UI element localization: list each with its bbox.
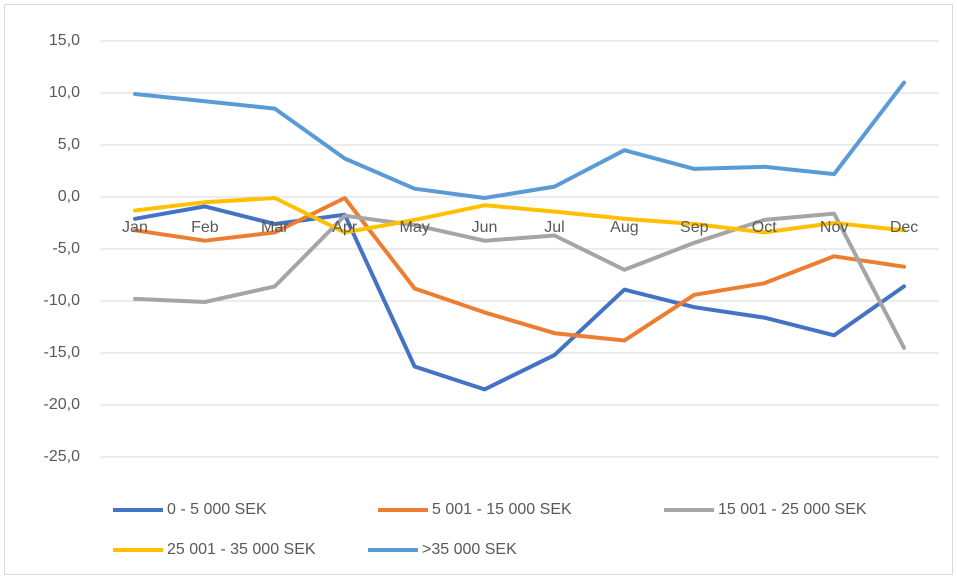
x-tick-label: Aug bbox=[610, 219, 638, 236]
y-tick-label: 0,0 bbox=[58, 188, 80, 205]
y-tick-label: -15,0 bbox=[44, 344, 81, 361]
y-tick-label: 15,0 bbox=[49, 32, 80, 49]
x-tick-label: Apr bbox=[332, 219, 358, 236]
x-tick-label: Jun bbox=[472, 219, 498, 236]
x-tick-label: Oct bbox=[752, 219, 777, 236]
y-tick-label: -10,0 bbox=[44, 292, 81, 309]
x-tick-label: Jan bbox=[122, 219, 148, 236]
chart-frame bbox=[4, 4, 953, 575]
x-tick-label: Jul bbox=[544, 219, 564, 236]
y-tick-label: -5,0 bbox=[52, 240, 80, 257]
x-tick-label: Feb bbox=[191, 219, 219, 236]
x-tick-label: Sep bbox=[680, 219, 709, 236]
legend-label: >35 000 SEK bbox=[422, 541, 517, 558]
y-tick-label: -20,0 bbox=[44, 396, 81, 413]
legend-label: 0 - 5 000 SEK bbox=[167, 501, 267, 518]
x-tick-label: Mar bbox=[261, 219, 289, 236]
series-line bbox=[133, 196, 906, 235]
y-tick-label: 10,0 bbox=[49, 84, 80, 101]
x-tick-label: May bbox=[400, 219, 430, 236]
y-tick-label: -25,0 bbox=[44, 448, 81, 465]
series-line bbox=[133, 196, 906, 343]
series-line bbox=[133, 204, 906, 392]
y-tick-label: 5,0 bbox=[58, 136, 80, 153]
legend-label: 15 001 - 25 000 SEK bbox=[718, 501, 867, 518]
series-line bbox=[133, 80, 906, 200]
legend-label: 5 001 - 15 000 SEK bbox=[432, 501, 572, 518]
x-tick-label: Nov bbox=[820, 219, 848, 236]
legend-label: 25 001 - 35 000 SEK bbox=[167, 541, 316, 558]
series-line bbox=[133, 211, 906, 350]
x-tick-label: Dec bbox=[890, 219, 918, 236]
